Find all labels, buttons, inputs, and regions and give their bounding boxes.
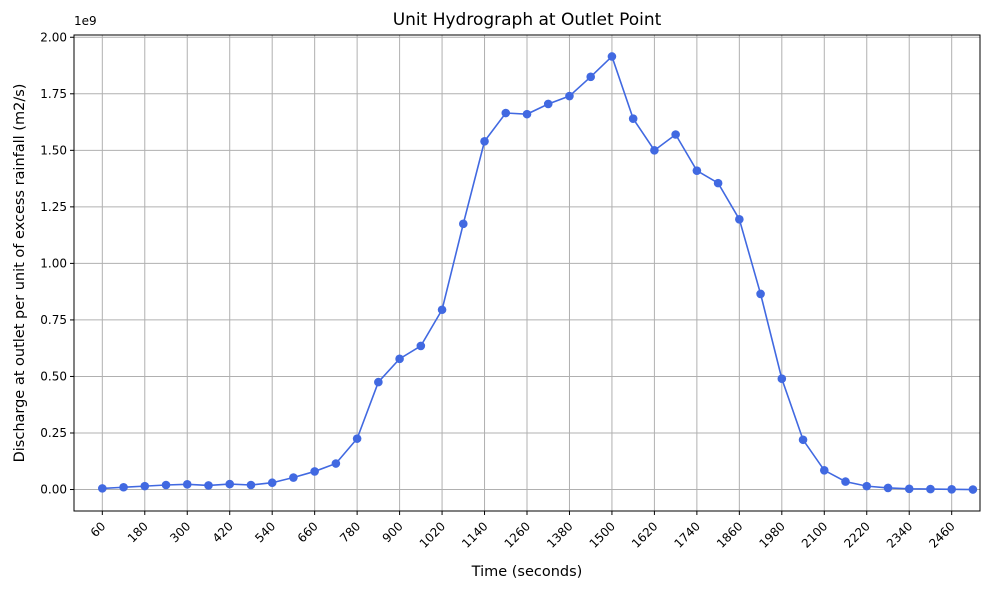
data-point xyxy=(692,166,702,175)
data-point xyxy=(161,480,171,490)
data-point xyxy=(98,484,107,493)
y-tick-label: 1.50 xyxy=(40,143,67,157)
data-point xyxy=(586,72,596,82)
y-tick-label: 2.00 xyxy=(40,30,67,44)
x-tick-label: 1740 xyxy=(671,519,702,550)
data-point xyxy=(607,52,617,61)
data-point xyxy=(352,434,362,443)
x-tick-label: 2460 xyxy=(926,519,957,550)
data-point xyxy=(798,435,808,445)
x-tick-label: 900 xyxy=(380,519,406,545)
chart-title: Unit Hydrograph at Outlet Point xyxy=(393,10,662,30)
y-tick-label: 1.75 xyxy=(40,87,67,101)
x-tick-label: 660 xyxy=(295,519,321,545)
data-point xyxy=(204,481,213,490)
y-tick-label: 0.25 xyxy=(40,426,67,440)
data-point xyxy=(140,481,150,491)
y-tick-label: 0.75 xyxy=(40,313,67,327)
grid-lines xyxy=(74,35,980,511)
y-axis-offset-label: 1e9 xyxy=(74,14,97,28)
data-point xyxy=(883,483,893,493)
data-point xyxy=(289,473,298,482)
x-tick-label: 420 xyxy=(210,519,236,545)
x-tick-label: 2340 xyxy=(884,519,915,550)
y-tick-label: 0.50 xyxy=(40,369,67,383)
x-tick-label: 1140 xyxy=(459,519,490,550)
data-point xyxy=(565,91,574,101)
data-point xyxy=(713,178,723,188)
data-point xyxy=(543,99,553,109)
data-point xyxy=(735,214,744,224)
x-tick-label: 2100 xyxy=(799,519,830,550)
x-tick-label: 2220 xyxy=(841,519,872,550)
data-point xyxy=(480,136,489,146)
series-line xyxy=(102,55,973,491)
x-axis-ticks: 60 180 300 420 540 660 780 900 1020 1140 1260 1380 1… xyxy=(88,511,958,551)
data-point xyxy=(650,146,659,155)
data-points xyxy=(98,52,978,494)
x-tick-label: 1980 xyxy=(756,519,787,550)
data-point xyxy=(862,481,872,491)
y-tick-label: 1.00 xyxy=(40,256,67,270)
data-point xyxy=(841,477,850,486)
x-tick-label: 60 xyxy=(88,519,109,540)
data-point xyxy=(777,374,787,384)
x-tick-label: 180 xyxy=(125,519,151,545)
data-point xyxy=(267,478,277,488)
data-point xyxy=(904,484,914,494)
y-axis-ticks: 0.00 0.25 0.50 0.75 1.00 1.25 1.50 1.75 2.00 xyxy=(40,30,74,497)
x-tick-label: 1860 xyxy=(714,519,745,550)
data-point xyxy=(501,108,511,118)
data-point xyxy=(225,479,235,489)
data-point xyxy=(310,467,319,476)
y-tick-label: 0.00 xyxy=(40,483,67,497)
data-point xyxy=(182,480,192,489)
data-point xyxy=(926,484,935,494)
x-tick-label: 1020 xyxy=(417,519,448,550)
x-tick-label: 540 xyxy=(252,519,278,545)
data-point xyxy=(819,465,829,475)
x-tick-label: 300 xyxy=(167,519,193,545)
data-point xyxy=(968,485,978,494)
data-point xyxy=(522,109,532,119)
data-point xyxy=(395,354,404,364)
data-point xyxy=(756,289,765,299)
x-tick-label: 1620 xyxy=(629,519,660,550)
y-tick-label: 1.25 xyxy=(40,200,67,214)
x-tick-label: 1260 xyxy=(502,519,533,550)
data-point xyxy=(628,114,638,123)
data-point xyxy=(947,484,956,494)
data-point xyxy=(374,377,383,387)
x-axis-label: Time (seconds) xyxy=(471,564,583,580)
x-tick-label: 780 xyxy=(337,519,363,545)
x-tick-label: 1500 xyxy=(587,519,618,550)
discharge-line xyxy=(102,55,973,491)
data-point xyxy=(119,482,128,492)
data-point xyxy=(671,130,680,139)
y-axis-label: Discharge at outlet per unit of excess r… xyxy=(12,84,28,463)
data-point xyxy=(437,305,447,315)
data-point xyxy=(416,341,426,351)
data-point xyxy=(331,459,341,468)
data-point xyxy=(458,219,468,229)
x-tick-label: 1380 xyxy=(544,519,575,550)
data-point xyxy=(246,480,256,490)
